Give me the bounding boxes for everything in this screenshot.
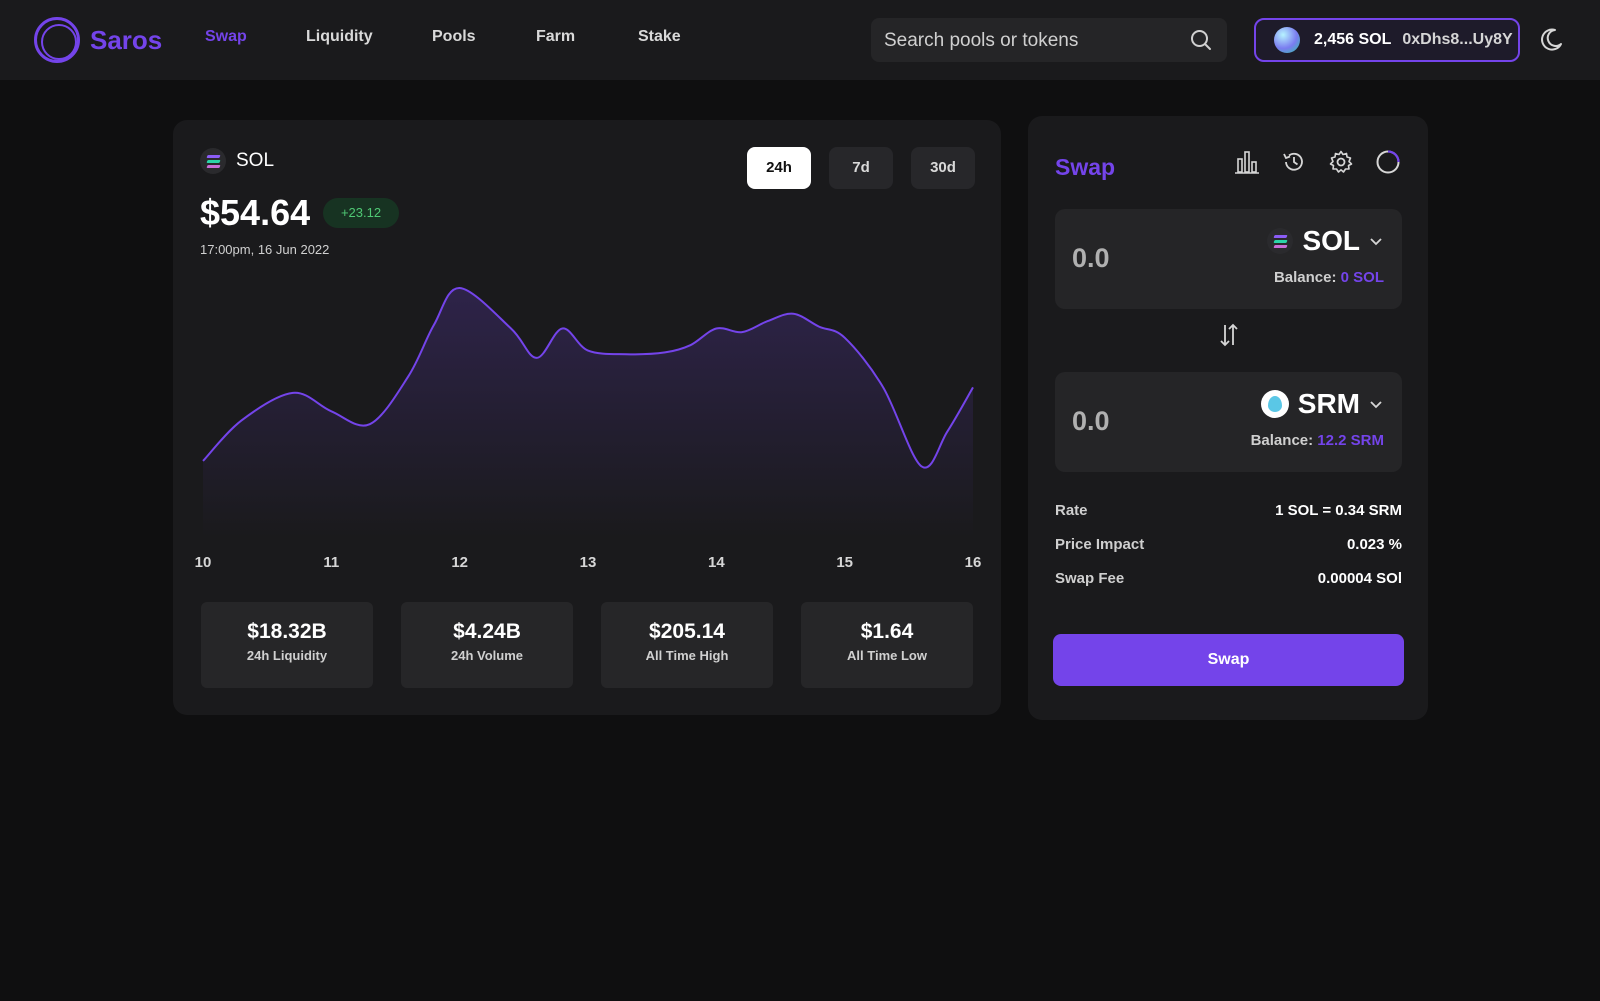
gear-icon[interactable] bbox=[1328, 149, 1354, 175]
x-tick-label: 12 bbox=[451, 554, 468, 571]
range-30d-button[interactable]: 30d bbox=[911, 147, 975, 189]
wallet-address: 0xDhs8...Uy8Y bbox=[1402, 31, 1513, 48]
swap-toolbar bbox=[1234, 149, 1401, 175]
info-value: 1 SOL = 0.34 SRM bbox=[1275, 502, 1402, 519]
logo-text: Saros bbox=[90, 24, 163, 55]
token-stats: $18.32B 24h Liquidity $4.24B 24h Volume … bbox=[201, 602, 973, 688]
chevron-down-icon bbox=[1370, 238, 1382, 246]
swap-arrows-icon[interactable] bbox=[1216, 321, 1242, 349]
moon-icon[interactable] bbox=[1538, 27, 1564, 53]
stat-label: All Time Low bbox=[847, 648, 927, 663]
info-value: 0.00004 SOl bbox=[1317, 570, 1402, 587]
stat-all-time-low: $1.64 All Time Low bbox=[801, 602, 973, 688]
price-chart: 10 11 12 13 14 15 16 bbox=[195, 286, 982, 571]
nav-item-pools[interactable]: Pools bbox=[432, 28, 476, 45]
from-token-select[interactable]: SOL bbox=[1267, 225, 1384, 257]
price-area bbox=[203, 287, 973, 538]
range-selector: 24h 7d 30d bbox=[729, 147, 975, 189]
balance-value: 12.2 SRM bbox=[1317, 432, 1384, 449]
to-balance: Balance: 12.2 SRM bbox=[1251, 432, 1384, 449]
swap-fee-row: Swap Fee 0.00004 SOl bbox=[1055, 570, 1402, 587]
chevron-down-icon bbox=[1370, 401, 1382, 409]
range-24h-button[interactable]: 24h bbox=[747, 147, 811, 189]
balance-label: Balance: bbox=[1250, 432, 1314, 449]
from-balance: Balance: 0 SOL bbox=[1274, 269, 1384, 286]
price-impact-row: Price Impact 0.023 % bbox=[1055, 536, 1402, 553]
main-nav: Swap Liquidity Pools Farm Stake bbox=[205, 28, 681, 46]
stat-value: $1.64 bbox=[860, 620, 914, 643]
nav-item-liquidity[interactable]: Liquidity bbox=[306, 28, 373, 45]
token-header: SOL bbox=[200, 148, 274, 174]
token-name: SOL bbox=[236, 150, 275, 171]
rate-row: Rate 1 SOL = 0.34 SRM bbox=[1055, 502, 1402, 519]
x-tick-label: 13 bbox=[580, 554, 597, 571]
info-value: 0.023 % bbox=[1346, 536, 1402, 553]
sol-token-icon bbox=[200, 148, 226, 174]
to-token-box: 0.0 SRM Balance: 12.2 SRM bbox=[1055, 372, 1402, 472]
top-bar: Saros Swap Liquidity Pools Farm Stake Se… bbox=[0, 0, 1600, 80]
stat-value: $4.24B bbox=[453, 620, 521, 643]
price-timestamp: 17:00pm, 16 Jun 2022 bbox=[200, 242, 330, 257]
nav-item-farm[interactable]: Farm bbox=[536, 28, 576, 45]
from-token-box: 0.0 SOL Balance: 0 SOL bbox=[1055, 209, 1402, 309]
x-tick-label: 11 bbox=[323, 554, 339, 571]
logo[interactable]: Saros bbox=[34, 17, 162, 63]
from-amount-input[interactable]: 0.0 bbox=[1072, 243, 1110, 273]
stat-label: 24h Volume bbox=[450, 648, 523, 663]
balance-value: 0 SOL bbox=[1340, 269, 1384, 286]
price-chart-card: 10 11 12 13 14 15 16 SOL $54.64 +23.12 17:00pm… bbox=[173, 120, 1001, 715]
search-input[interactable]: Search pools or tokens bbox=[871, 18, 1227, 62]
stat-24h-liquidity: $18.32B 24h Liquidity bbox=[201, 602, 373, 688]
info-label: Price Impact bbox=[1055, 536, 1145, 553]
x-tick-label: 14 bbox=[708, 554, 725, 571]
logo-icon bbox=[34, 17, 80, 63]
swap-title: Swap bbox=[1055, 154, 1116, 180]
range-7d-button[interactable]: 7d bbox=[829, 147, 893, 189]
token-price: $54.64 bbox=[200, 192, 311, 233]
to-token-name: SRM bbox=[1297, 388, 1360, 419]
swap-card: Swap 0.0 SOL bbox=[1028, 116, 1428, 720]
x-tick-label: 10 bbox=[195, 554, 212, 571]
swap-button[interactable]: Swap bbox=[1053, 634, 1404, 686]
bar-chart-icon[interactable] bbox=[1234, 149, 1260, 175]
refresh-icon[interactable] bbox=[1375, 149, 1401, 175]
stat-value: $205.14 bbox=[649, 620, 725, 643]
wallet-balance: 2,456 SOL bbox=[1314, 31, 1392, 48]
sol-token-icon bbox=[1267, 228, 1294, 254]
info-label: Rate bbox=[1055, 502, 1088, 519]
price-change-badge: +23.12 bbox=[323, 198, 399, 228]
from-token-name: SOL bbox=[1302, 225, 1360, 256]
stat-label: 24h Liquidity bbox=[246, 648, 328, 663]
search-icon[interactable] bbox=[1189, 28, 1213, 52]
to-token-select[interactable]: SRM bbox=[1260, 388, 1384, 420]
wallet-avatar-icon bbox=[1274, 27, 1300, 53]
srm-token-icon bbox=[1260, 390, 1289, 418]
search-placeholder: Search pools or tokens bbox=[884, 30, 1079, 51]
stat-value: $18.32B bbox=[247, 620, 327, 643]
stat-24h-volume: $4.24B 24h Volume bbox=[401, 602, 573, 688]
stat-label: All Time High bbox=[645, 648, 729, 663]
history-icon[interactable] bbox=[1281, 149, 1307, 175]
stat-all-time-high: $205.14 All Time High bbox=[601, 602, 773, 688]
info-label: Swap Fee bbox=[1055, 570, 1125, 587]
nav-item-swap[interactable]: Swap bbox=[205, 28, 247, 45]
x-tick-label: 16 bbox=[965, 554, 982, 571]
wallet-button[interactable]: 2,456 SOL 0xDhs8...Uy8Y bbox=[1254, 18, 1520, 62]
nav-item-stake[interactable]: Stake bbox=[638, 28, 681, 45]
to-amount-input[interactable]: 0.0 bbox=[1072, 406, 1110, 436]
x-tick-label: 15 bbox=[836, 554, 853, 571]
balance-label: Balance: bbox=[1273, 269, 1337, 286]
price-line bbox=[202, 286, 974, 469]
